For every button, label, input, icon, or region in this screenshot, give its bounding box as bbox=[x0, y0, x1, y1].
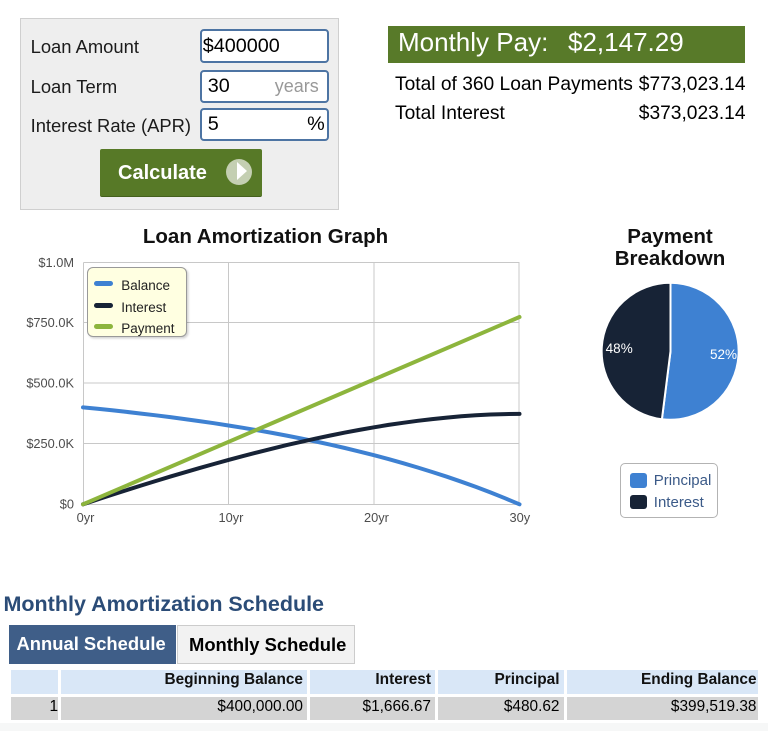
svg-text:20yr: 20yr bbox=[364, 510, 390, 525]
svg-text:48%: 48% bbox=[606, 341, 633, 356]
svg-text:52%: 52% bbox=[710, 347, 737, 362]
svg-text:$750.0K: $750.0K bbox=[26, 315, 74, 330]
svg-text:0yr: 0yr bbox=[77, 510, 96, 525]
svg-text:30yr: 30yr bbox=[510, 510, 536, 525]
svg-text:$0: $0 bbox=[60, 497, 74, 512]
svg-text:$1.0M: $1.0M bbox=[38, 255, 74, 270]
svg-text:$250.0K: $250.0K bbox=[26, 436, 74, 451]
svg-text:$500.0K: $500.0K bbox=[26, 375, 74, 390]
svg-text:10yr: 10yr bbox=[219, 510, 245, 525]
